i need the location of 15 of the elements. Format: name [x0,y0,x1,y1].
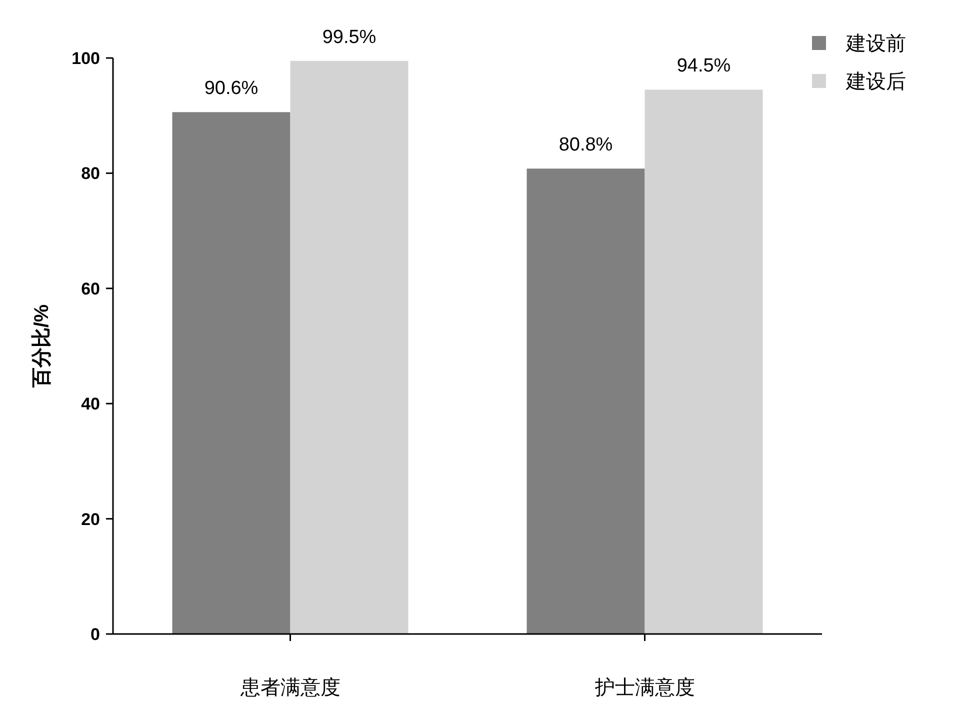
legend-label: 建设前 [845,33,906,55]
data-label: 94.5% [676,56,731,77]
y-tick-label: 20 [81,510,100,529]
y-axis-title: 百分比/% [31,304,53,389]
y-tick-label: 100 [72,49,100,68]
y-tick-label: 80 [81,164,100,184]
y-tick-label: 60 [81,279,100,298]
x-tick-label: 护士满意度 [594,677,695,699]
y-tick-label: 40 [81,394,100,414]
data-label: 80.8% [558,134,613,156]
legend-label: 建设后 [845,71,906,93]
data-label: 99.5% [322,26,376,48]
x-tick-label: 患者满意度 [239,677,340,699]
y-tick-label: 0 [90,625,100,644]
data-label: 90.6% [204,78,258,100]
